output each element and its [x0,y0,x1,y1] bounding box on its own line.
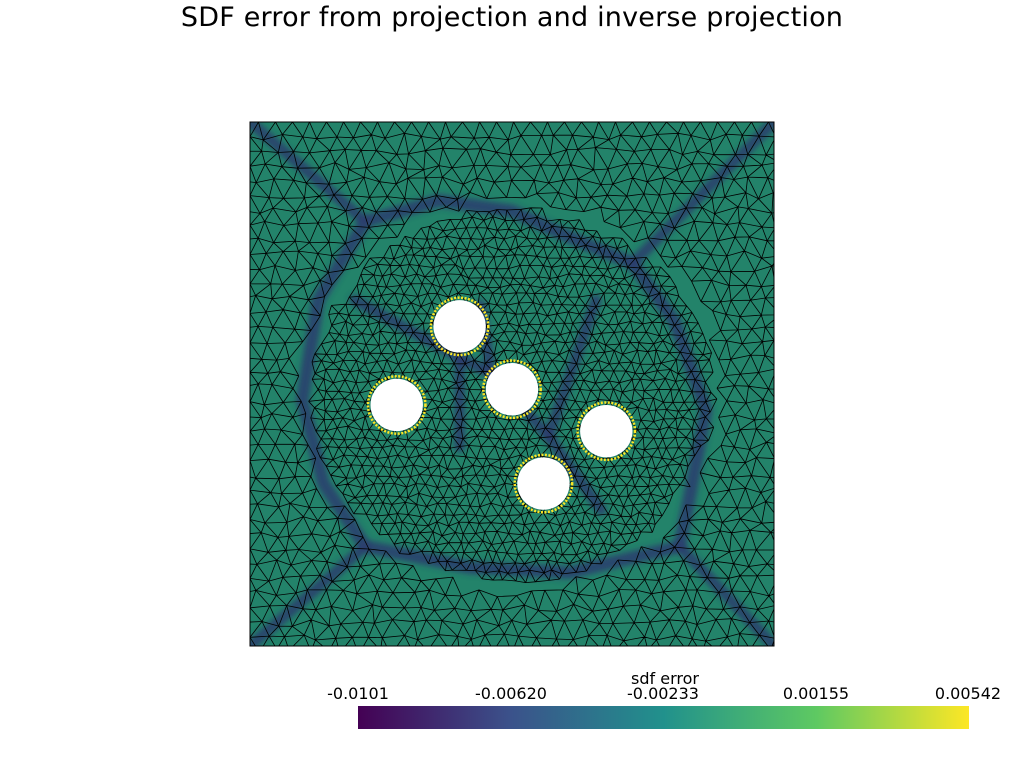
chart-title: SDF error from projection and inverse pr… [180,2,844,33]
colorbar-tick-label: -0.0101 [327,684,389,703]
colorbar-gradient [358,706,969,729]
hole-boundary [366,375,427,435]
hole [485,363,539,416]
low-error-band [674,540,774,646]
colorbar-tick-label: -0.00233 [627,684,699,703]
low-error-band [627,122,774,269]
hole [370,378,423,432]
hole-boundary [482,359,542,420]
hole-boundary [429,296,490,357]
low-error-ring [295,194,713,580]
colorbar-tick-label: -0.00620 [475,684,547,703]
colorbar-tick-label: 0.00542 [934,684,1002,703]
hole [517,457,570,510]
low-error-band [250,540,371,646]
mesh-border [249,121,775,647]
hole-boundary [513,453,574,514]
colorbar-title: sdf error [631,669,699,688]
hole [433,300,486,353]
colorbar-tick-label: 0.00155 [782,684,850,703]
hole [580,404,633,458]
mesh-holes [366,296,637,514]
hole-boundary [576,401,637,462]
low-error-band [543,430,607,516]
